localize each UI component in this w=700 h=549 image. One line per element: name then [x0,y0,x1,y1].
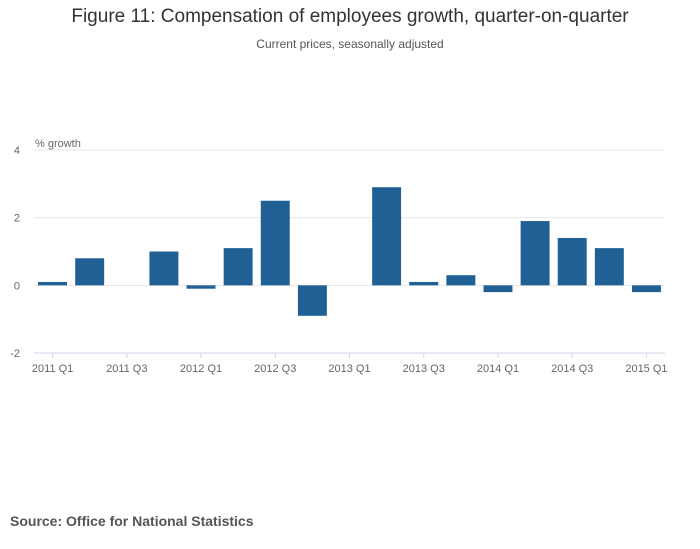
bar-2012-q3 [260,200,290,286]
x-tick-label: 2013 Q1 [328,363,370,375]
x-tick-label: 2012 Q1 [180,363,222,375]
x-tick-label: 2012 Q3 [254,363,296,375]
bar-2013-q3 [409,281,439,286]
x-tick-label: 2013 Q3 [403,363,445,375]
bar-2015-q1 [631,285,661,293]
y-tick-label: 2 [14,213,20,225]
bar-2011-q4 [149,251,179,286]
x-tick-label: 2011 Q1 [32,363,73,375]
chart-subtitle: Current prices, seasonally adjusted [256,37,444,51]
bar-2013-q4 [446,275,476,286]
chart-title: Figure 11: Compensation of employees gro… [71,6,629,27]
grid-lines [34,149,665,286]
bar-2014-q2 [520,221,550,286]
x-axis-ticks: 2011 Q1 2011 Q3 2012 Q1 2012 Q3 2013 Q1 2013 … [32,353,668,375]
y-tick-label: -2 [10,348,20,360]
x-tick-label: 2014 Q3 [551,363,593,375]
bar-2011-q2 [75,258,105,286]
bar-2012-q2 [223,248,253,286]
y-axis-ticks: -2 0 2 4 [10,145,20,360]
bar-2011-q1 [38,281,68,286]
bar-2014-q3 [557,237,587,286]
x-tick-label: 2015 Q1 [625,363,667,375]
bar-2014-q1 [483,285,513,293]
bar-2012-q1 [186,285,216,289]
x-tick-label: 2014 Q1 [477,363,519,375]
bar-2012-q4 [297,285,327,316]
bar-2014-q4 [594,248,624,286]
bars [38,187,661,316]
x-tick-label: 2011 Q3 [106,363,147,375]
y-axis-label: % growth [35,138,81,150]
y-tick-label: 0 [14,280,20,292]
bar-2013-q2 [372,187,402,286]
y-tick-label: 4 [14,145,20,157]
source-note: Source: Office for National Statistics [10,513,254,529]
